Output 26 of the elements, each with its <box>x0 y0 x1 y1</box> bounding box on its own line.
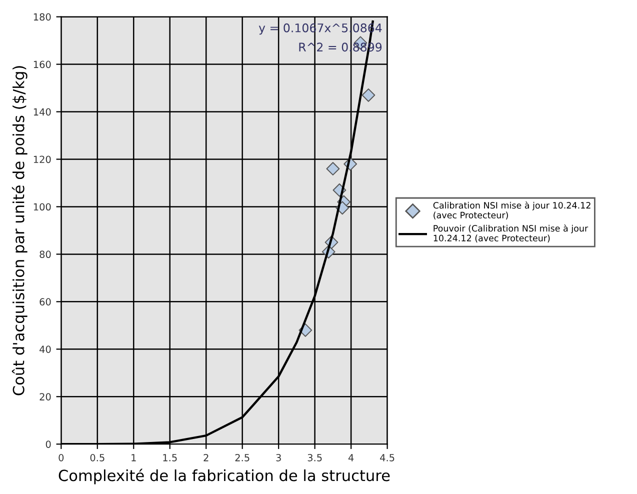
y-tick-label: 40 <box>40 346 51 353</box>
y-tick-label: 60 <box>40 298 51 306</box>
x-tick-label: 0 <box>58 454 64 462</box>
y-tick-label: 140 <box>34 108 51 116</box>
legend-label: Pouvoir (Calibration NSI mise à jour 10.24.12 (avec Protecteur) <box>434 224 588 242</box>
x-axis-title: Complexité de la fabrication de la structure <box>58 468 390 484</box>
x-tick-label: 3.5 <box>308 454 322 462</box>
x-tick-label: 2 <box>204 454 208 462</box>
y-tick-label: 0 <box>46 440 51 448</box>
y-tick-label: 160 <box>34 60 51 68</box>
y-tick-label: 100 <box>34 203 51 211</box>
x-tick-label: 0.5 <box>90 454 104 462</box>
y-axis-title: Coût d'acquisition par unité de poids ($/kg) <box>12 66 28 396</box>
point <box>362 88 376 102</box>
y-tick-label: 80 <box>40 250 51 258</box>
x-tick-label: 4.5 <box>380 454 394 462</box>
x-tick-label: 1.5 <box>163 454 177 462</box>
x-tick-label: 4 <box>348 454 354 462</box>
y-tick-label: 20 <box>40 393 51 400</box>
x-tick-label: 3 <box>276 454 281 462</box>
legend-label: Calibration NSI mise à jour 10.24.12 (avec Protecteur) <box>433 201 590 220</box>
y-tick-label: 120 <box>34 156 51 164</box>
x-tick-label: 1 <box>132 454 136 462</box>
point <box>326 162 340 176</box>
y-tick-label: 180 <box>34 13 51 21</box>
x-tick-label: 2.5 <box>235 454 250 462</box>
